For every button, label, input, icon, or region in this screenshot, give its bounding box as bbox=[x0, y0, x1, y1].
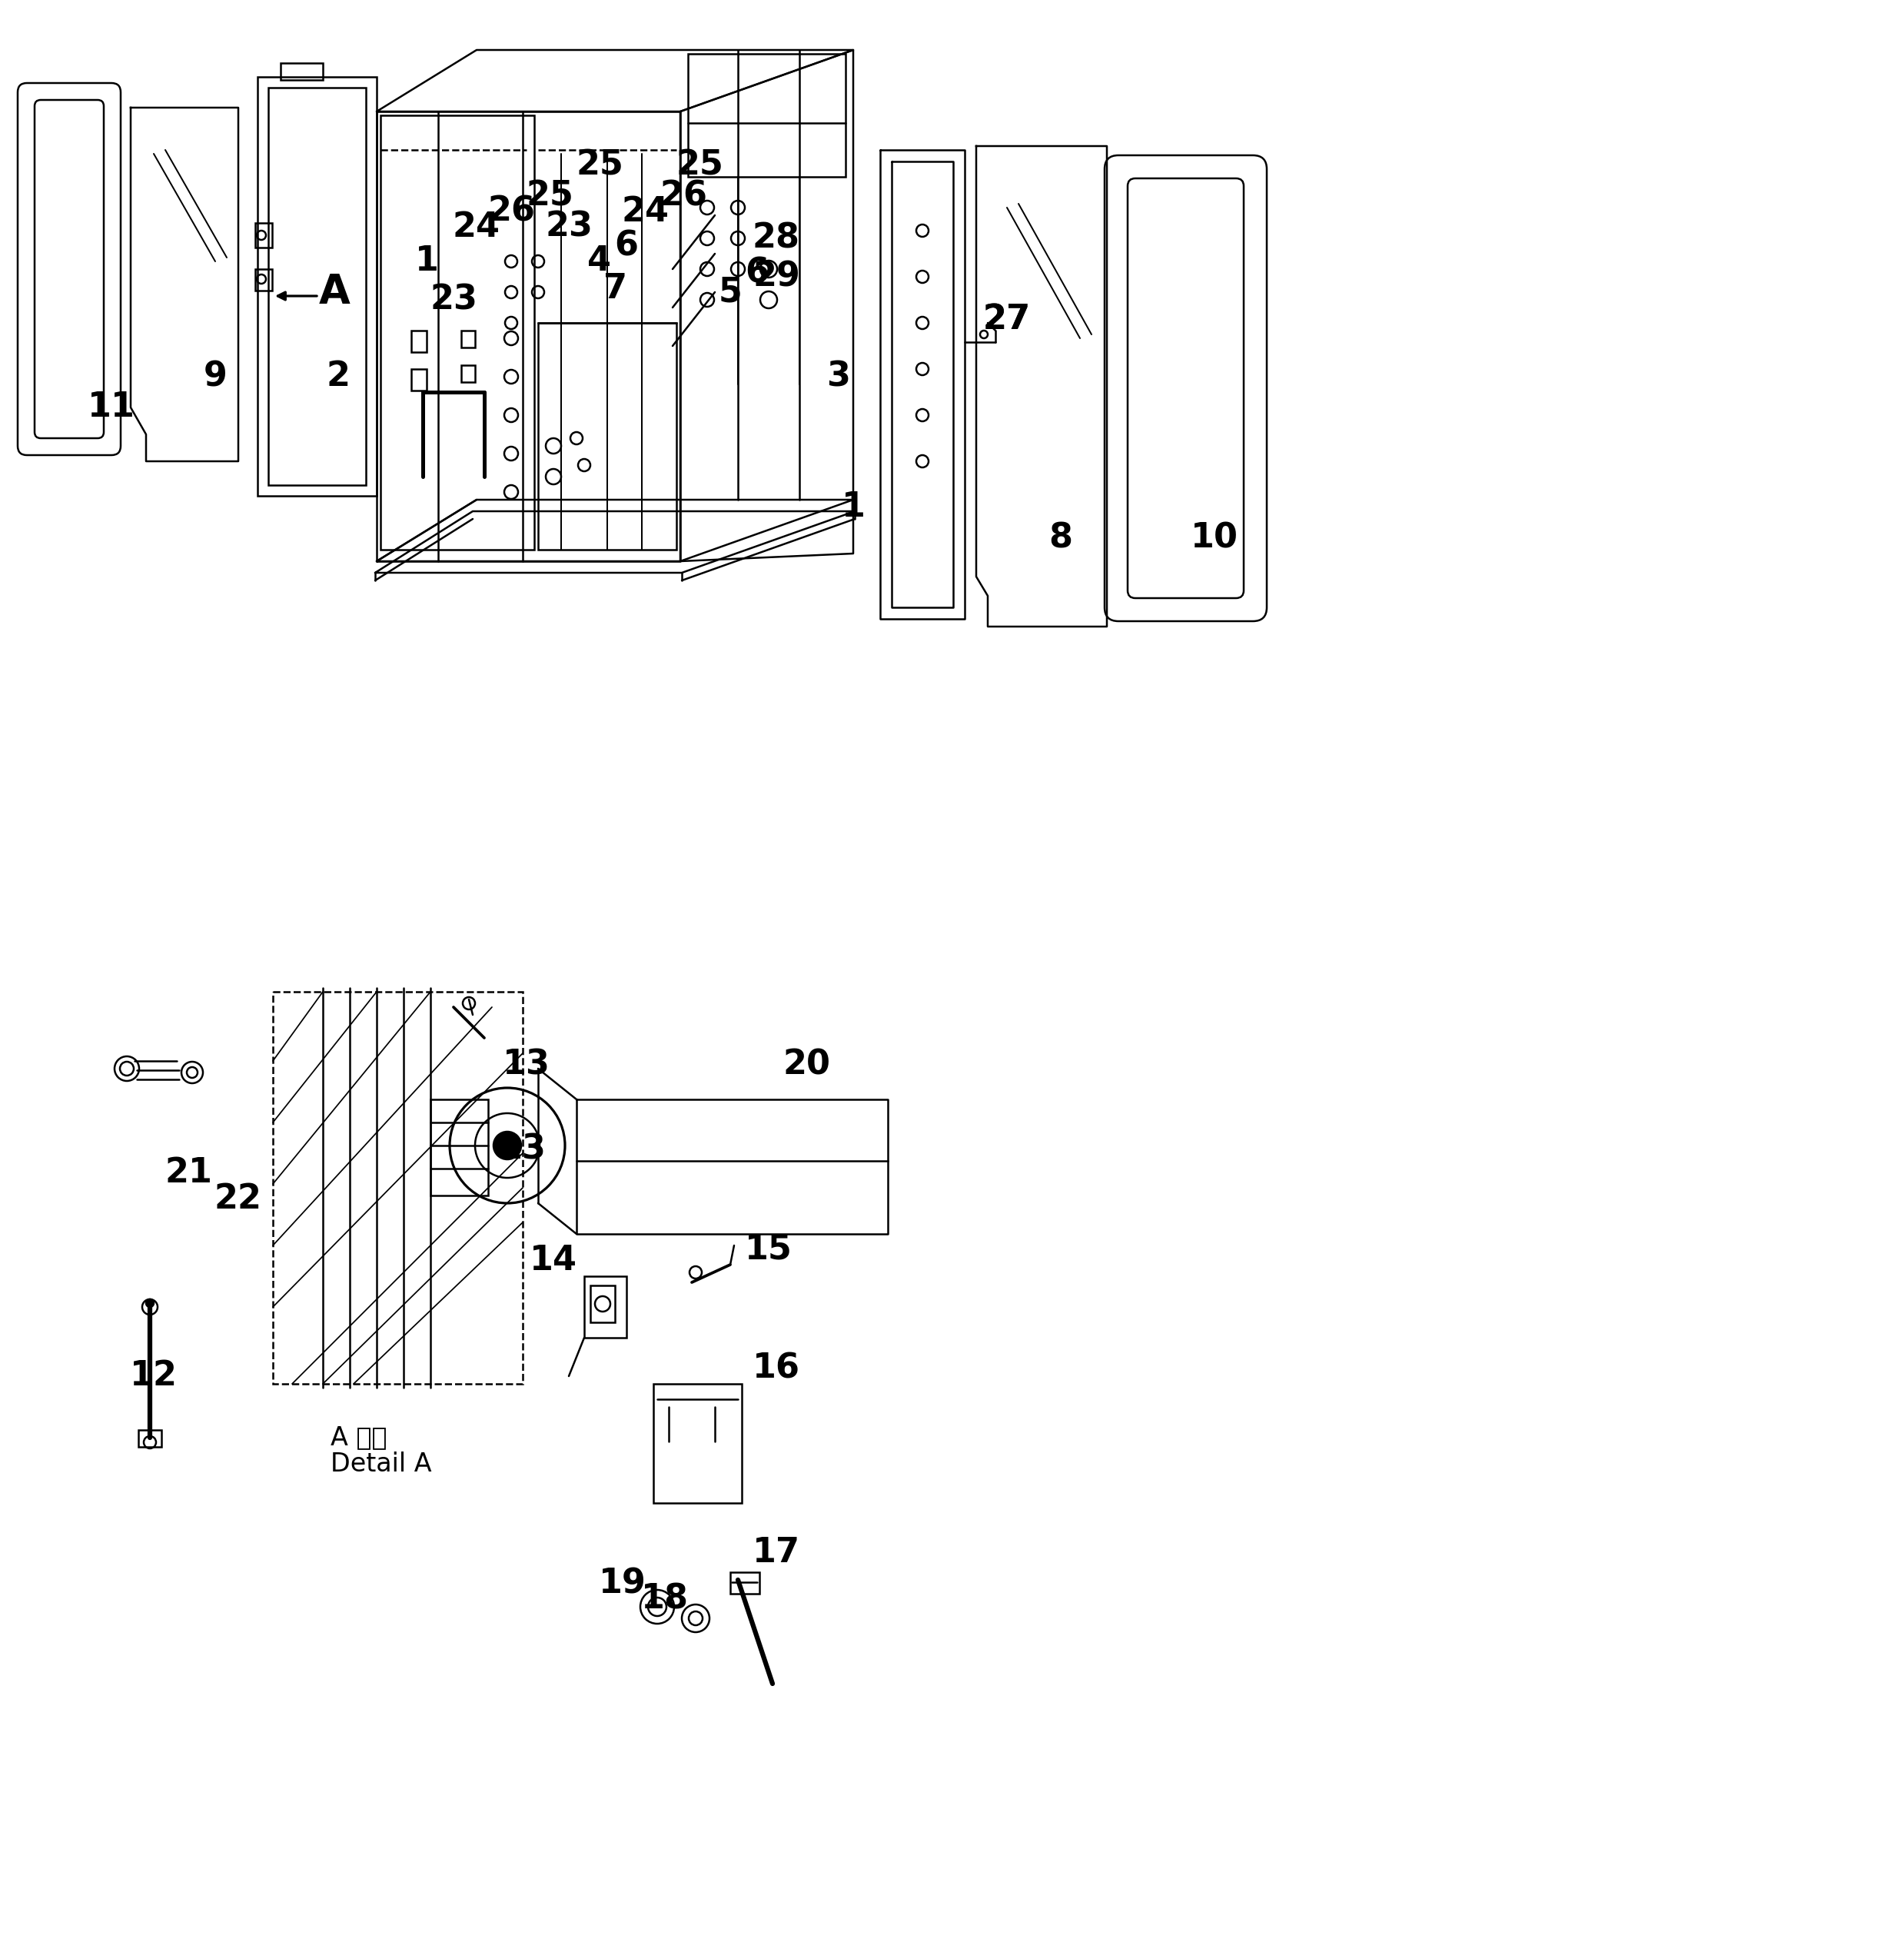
Bar bbox=[255, 223, 272, 247]
Bar bbox=[255, 270, 272, 291]
Text: 7: 7 bbox=[604, 272, 626, 305]
Text: 12: 12 bbox=[129, 1359, 177, 1392]
Text: 9: 9 bbox=[204, 359, 227, 392]
Text: 13: 13 bbox=[503, 1049, 550, 1082]
Bar bbox=[430, 1099, 487, 1196]
Circle shape bbox=[143, 1299, 158, 1315]
Text: 25: 25 bbox=[575, 150, 623, 183]
Text: 5: 5 bbox=[718, 276, 743, 309]
Text: 11: 11 bbox=[88, 390, 135, 423]
Bar bbox=[272, 992, 524, 1385]
Bar bbox=[461, 365, 474, 383]
Text: 29: 29 bbox=[752, 260, 800, 293]
Text: 2: 2 bbox=[326, 359, 350, 392]
Text: 15: 15 bbox=[744, 1233, 792, 1266]
Text: Detail A: Detail A bbox=[331, 1453, 432, 1478]
Text: 14: 14 bbox=[529, 1245, 577, 1278]
Bar bbox=[590, 1286, 615, 1323]
Text: 25: 25 bbox=[676, 150, 724, 183]
Text: 23: 23 bbox=[430, 284, 478, 317]
Text: 19: 19 bbox=[600, 1567, 645, 1600]
Text: 6: 6 bbox=[744, 256, 769, 289]
Text: 24: 24 bbox=[623, 194, 670, 227]
FancyBboxPatch shape bbox=[1104, 155, 1266, 621]
Bar bbox=[257, 78, 377, 495]
Bar bbox=[139, 1429, 162, 1447]
Text: 23: 23 bbox=[545, 210, 592, 243]
Text: 22: 22 bbox=[215, 1183, 263, 1216]
Text: 18: 18 bbox=[642, 1583, 689, 1616]
Text: 27: 27 bbox=[982, 303, 1030, 336]
Bar bbox=[539, 322, 676, 550]
Bar bbox=[411, 330, 426, 352]
Bar bbox=[280, 62, 324, 80]
FancyBboxPatch shape bbox=[17, 84, 120, 454]
Bar bbox=[381, 115, 535, 550]
Text: 20: 20 bbox=[783, 1049, 830, 1082]
Text: 16: 16 bbox=[752, 1352, 800, 1385]
Bar bbox=[461, 330, 474, 348]
Text: 24: 24 bbox=[453, 210, 501, 243]
Text: 6: 6 bbox=[615, 229, 638, 262]
Text: 17: 17 bbox=[752, 1536, 800, 1569]
Text: 4: 4 bbox=[588, 245, 611, 278]
Text: 28: 28 bbox=[752, 221, 800, 254]
FancyBboxPatch shape bbox=[1127, 179, 1243, 598]
Text: 10: 10 bbox=[1190, 522, 1238, 555]
Bar bbox=[585, 1276, 626, 1338]
Circle shape bbox=[493, 1132, 522, 1159]
Text: 25: 25 bbox=[526, 179, 573, 212]
Bar bbox=[268, 87, 366, 486]
Text: A: A bbox=[318, 272, 350, 313]
Text: 8: 8 bbox=[1049, 522, 1072, 555]
Text: 26: 26 bbox=[487, 194, 535, 227]
Text: 3: 3 bbox=[826, 359, 849, 392]
Text: 26: 26 bbox=[661, 179, 708, 212]
Text: 1: 1 bbox=[415, 245, 438, 278]
Text: 13: 13 bbox=[499, 1132, 546, 1165]
Text: A 詳細: A 詳細 bbox=[331, 1425, 387, 1451]
Bar bbox=[731, 1573, 760, 1594]
Text: 21: 21 bbox=[164, 1155, 211, 1189]
Bar bbox=[687, 54, 845, 177]
FancyBboxPatch shape bbox=[34, 99, 105, 439]
Bar bbox=[411, 369, 426, 390]
Circle shape bbox=[147, 1299, 154, 1307]
Text: 27: 27 bbox=[982, 303, 1030, 336]
Text: 1: 1 bbox=[842, 491, 864, 524]
Bar bbox=[653, 1385, 743, 1503]
